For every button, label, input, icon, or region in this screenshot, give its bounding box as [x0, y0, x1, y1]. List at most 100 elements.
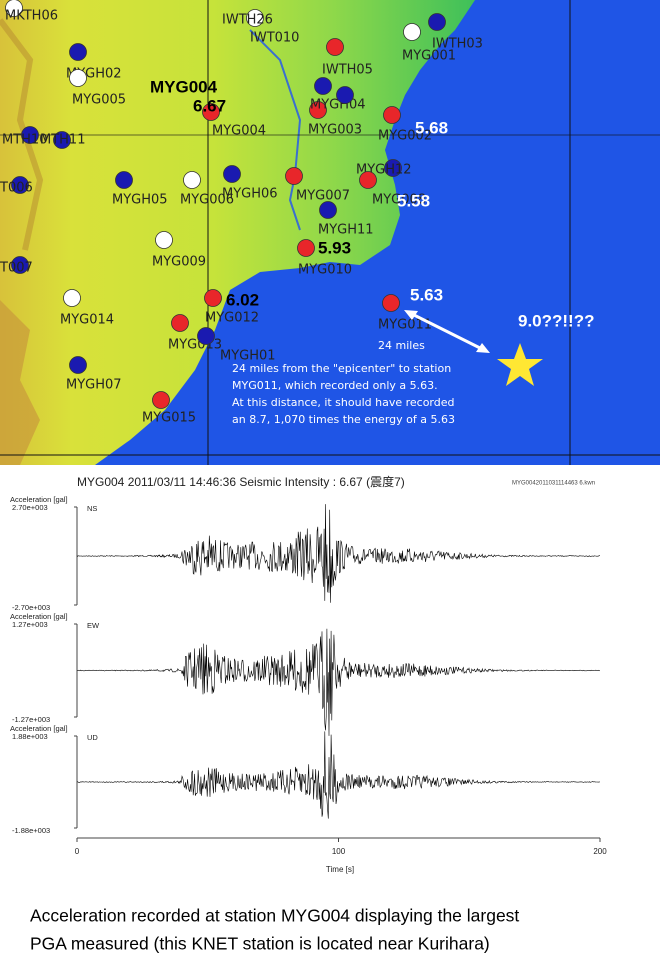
y-tick-label: 1.27e+003 — [12, 620, 48, 629]
y-tick-label: -2.70e+003 — [12, 603, 50, 612]
station-label: MYGH05 — [112, 193, 168, 208]
waveform — [76, 628, 601, 736]
y-axis-label: Acceleration [gal] — [10, 612, 68, 621]
station-label: T007 — [0, 261, 33, 276]
station-marker — [382, 294, 400, 312]
station-label: MYG005 — [72, 93, 126, 108]
station-label: MYG015 — [142, 411, 196, 426]
station-marker — [314, 77, 332, 95]
station-label: IWTH26 — [222, 13, 273, 28]
station-label: MYGH11 — [318, 223, 374, 238]
y-axis-label: Acceleration [gal] — [10, 724, 68, 733]
panel-name: NS — [87, 504, 97, 513]
station-label: MYG011 — [378, 318, 432, 333]
station-label: MYG003 — [308, 123, 362, 138]
station-marker — [115, 171, 133, 189]
panel-name: EW — [87, 621, 100, 630]
station-marker — [285, 167, 303, 185]
file-name: MYG0042011031114463 6.kwn — [512, 481, 595, 487]
annotation: an 8.7, 1,070 times the energy of a 5.63 — [232, 413, 455, 426]
magnitude: 5.58 — [397, 191, 430, 210]
station-label: MYG006 — [180, 193, 234, 208]
mountains — [0, 300, 40, 465]
river — [249, 29, 302, 231]
station-marker — [246, 9, 264, 27]
y-tick-label: 1.88e+003 — [12, 732, 48, 741]
station-label: MYG008 — [372, 193, 426, 208]
y-tick-label: 2.70e+003 — [12, 503, 48, 512]
station-label: MTH10 — [2, 133, 47, 148]
station-marker — [155, 231, 173, 249]
station-marker — [223, 165, 241, 183]
caption: PGA measured (this KNET station is locat… — [30, 934, 490, 954]
arrow-heads — [404, 310, 490, 353]
station-marker — [11, 176, 29, 194]
station-marker — [69, 69, 87, 87]
x-tick-label: 0 — [75, 847, 80, 856]
station-label: MYG010 — [298, 263, 352, 278]
land — [0, 0, 475, 465]
station-marker — [5, 0, 23, 17]
station-label: MYG002 — [378, 129, 432, 144]
station-marker — [326, 38, 344, 56]
station-title: MYG004 — [150, 77, 218, 96]
seismogram: MYG004 2011/03/11 14:46:36 Seismic Inten… — [10, 474, 607, 874]
station-marker — [21, 126, 39, 144]
annotation: 24 miles from the "epicenter" to station — [232, 362, 451, 375]
distance-arrow — [409, 311, 485, 352]
station-label: IWTH05 — [322, 63, 373, 78]
station-marker — [384, 159, 402, 177]
station-marker — [383, 106, 401, 124]
station-marker — [336, 86, 354, 104]
relief — [0, 18, 44, 251]
station-label: MYGH07 — [66, 378, 122, 393]
station-label: MYG001 — [402, 49, 456, 64]
station-label: IWTH03 — [432, 37, 483, 52]
station-label: MYG012 — [205, 311, 259, 326]
station-label: MKTH06 — [5, 9, 58, 24]
station-label: MYG004 — [212, 124, 266, 139]
station-label: IWT010 — [250, 31, 299, 46]
station-marker — [53, 131, 71, 149]
epicenter-magnitude: 9.0??!!?? — [518, 311, 595, 330]
magnitude: 5.63 — [410, 285, 443, 304]
station-marker — [11, 256, 29, 274]
station-marker — [202, 103, 220, 121]
station-marker — [309, 101, 327, 119]
station-marker — [297, 239, 315, 257]
station-label: MYG009 — [152, 255, 206, 270]
waveform — [76, 504, 600, 603]
y-axis-label: Acceleration [gal] — [10, 495, 68, 504]
station-marker — [403, 23, 421, 41]
y-tick-label: -1.27e+003 — [12, 715, 50, 724]
magnitude: 6.02 — [226, 290, 259, 309]
panel-name: UD — [87, 733, 98, 742]
station-label: MYG007 — [296, 189, 350, 204]
station-label: MYGH04 — [310, 98, 366, 113]
station-marker — [319, 201, 337, 219]
station-marker — [171, 314, 189, 332]
station-label: MYG014 — [60, 313, 114, 328]
distance-label: 24 miles — [378, 339, 425, 352]
epicenter-star — [497, 343, 543, 386]
waveform — [77, 731, 601, 819]
magnitude: 5.93 — [318, 238, 351, 257]
station-marker — [204, 289, 222, 307]
station-marker — [69, 43, 87, 61]
station-marker — [183, 171, 201, 189]
chart-title: MYG004 2011/03/11 14:46:36 Seismic Inten… — [77, 474, 405, 489]
annotation: MYG011, which recorded only a 5.63. — [232, 379, 438, 392]
y-tick-label: -1.88e+003 — [12, 826, 50, 835]
annotation: At this distance, it should have recorde… — [232, 396, 455, 409]
station-label: T006 — [0, 181, 33, 196]
station-marker — [428, 13, 446, 31]
magnitude: 6.67 — [193, 96, 226, 115]
station-label: MTH11 — [40, 133, 85, 148]
caption: Acceleration recorded at station MYG004 … — [30, 906, 519, 926]
station-label: MYGH06 — [222, 187, 278, 202]
x-axis-label: Time [s] — [326, 865, 354, 874]
station-marker — [69, 356, 87, 374]
